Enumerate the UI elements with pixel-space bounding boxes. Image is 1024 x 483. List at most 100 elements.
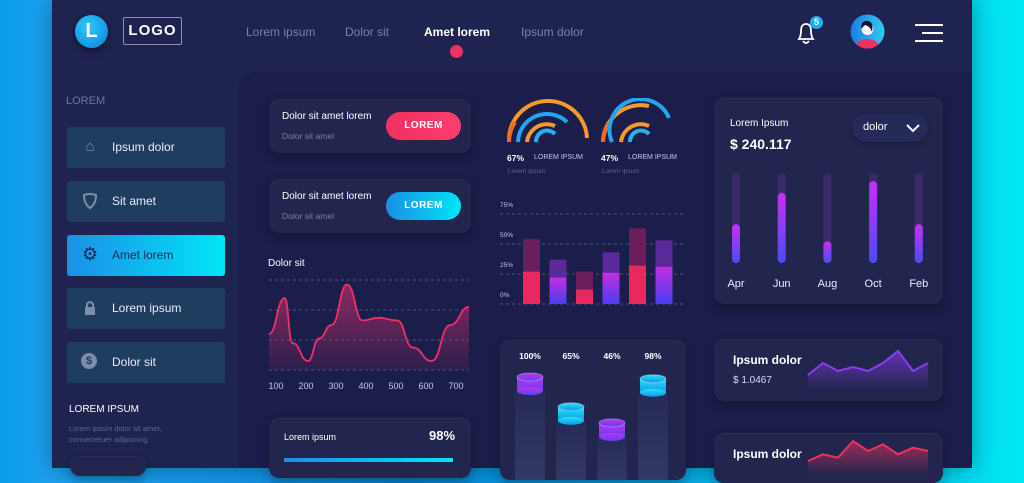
stat-title: Ipsum dolor xyxy=(733,353,802,367)
cylinder-bottom xyxy=(599,432,625,441)
stat-title: Ipsum dolor xyxy=(733,447,802,461)
promo-title: LOREM IPSUM xyxy=(69,404,140,415)
bar-fill xyxy=(823,241,832,263)
cylinder-card: 100% 65% 46% 98% xyxy=(500,340,686,480)
bar-lower xyxy=(629,265,646,304)
sidebar-item-ipsum-dolor[interactable]: ⌂ Ipsum dolor xyxy=(67,127,225,168)
promo-text: consectetuer adipiscing xyxy=(69,435,148,444)
cylinder-label: 46% xyxy=(603,351,620,361)
gauge-label: LOREM IPSUM xyxy=(628,154,678,161)
gauge-arc-1 xyxy=(506,99,589,143)
progress-card: Lorem ipsum 98% xyxy=(269,418,471,478)
dropdown-value: dolor xyxy=(863,121,888,133)
home-icon: ⌂ xyxy=(85,138,95,155)
cylinder-top xyxy=(639,374,667,384)
progress-label: Lorem ipsum xyxy=(284,432,337,442)
active-nav-indicator xyxy=(450,45,463,58)
cylinder-body xyxy=(558,406,584,421)
bar-lower xyxy=(523,271,540,304)
progress-fill xyxy=(284,458,453,462)
notification-badge: 5 xyxy=(810,16,823,29)
progress-track xyxy=(284,458,456,462)
promo-button[interactable] xyxy=(70,456,146,476)
menu-icon[interactable] xyxy=(913,22,945,44)
sidebar-item-label: Dolor sit xyxy=(112,355,157,369)
area-fill xyxy=(269,284,469,370)
logo: LOGO xyxy=(123,17,182,45)
period-dropdown[interactable]: dolor xyxy=(852,114,928,142)
sidebar-item-dolor-sit[interactable]: $ Dolor sit xyxy=(67,342,225,383)
x-tick-label: 400 xyxy=(358,381,373,391)
x-tick-label: Apr xyxy=(727,278,744,290)
bar-fill xyxy=(732,224,740,263)
x-tick-label: 200 xyxy=(298,381,313,391)
sidebar-item-amet-lorem[interactable]: ⚙ Amet lorem xyxy=(67,235,225,276)
cylinder-chart: 100% 65% 46% 98% xyxy=(515,351,668,480)
monthly-bar-chart: Apr Jun Aug Oct Feb xyxy=(727,173,928,290)
y-tick-label: 25% xyxy=(500,262,513,269)
bar-fill xyxy=(914,224,923,263)
sidebar-item-label: Lorem ipsum xyxy=(112,301,182,315)
gauge-percent: 67% xyxy=(507,153,525,163)
area-chart-title: Dolor sit xyxy=(268,258,305,269)
card-subtitle: Dolor sit amet xyxy=(282,211,335,221)
sidebar-item-label: Amet lorem xyxy=(112,248,174,262)
bar-fill xyxy=(777,192,786,263)
lorem-button[interactable]: LOREM xyxy=(386,192,461,220)
stacked-bar-chart: 75% 50% 25% 0% xyxy=(500,202,684,305)
cylinder-body xyxy=(517,377,543,391)
cylinder-body xyxy=(640,378,666,393)
nav-ipsum-dolor[interactable]: Ipsum dolor xyxy=(521,25,584,39)
gauge-sub: Lorem ipsum xyxy=(602,168,640,175)
monthly-value: $ 240.117 xyxy=(730,136,792,152)
card-subtitle: Dolor sit amet xyxy=(282,131,335,141)
logo-badge: L xyxy=(75,15,108,48)
sparkline-chart xyxy=(807,439,929,475)
lorem-button[interactable]: LOREM xyxy=(386,112,461,140)
sidebar-item-sit-amet[interactable]: Sit amet xyxy=(67,181,225,222)
gauge-sub: Lorem ipsum xyxy=(508,168,546,175)
area-chart: 100 200 300 400 500 600 700 xyxy=(268,279,470,391)
x-tick-label: 500 xyxy=(388,381,403,391)
bell-icon[interactable] xyxy=(793,19,819,47)
cylinder-body xyxy=(599,422,625,437)
shield-icon xyxy=(82,193,98,210)
cylinder-base xyxy=(556,418,586,480)
sidebar-item-label: Sit amet xyxy=(112,194,157,208)
progress-value: 98% xyxy=(429,428,456,443)
cylinder-base xyxy=(597,434,627,480)
y-tick-label: 0% xyxy=(500,292,510,299)
cylinder-bottom xyxy=(640,388,666,397)
sidebar-heading: LOREM xyxy=(66,95,106,107)
sidebar-item-label: Ipsum dolor xyxy=(112,140,175,154)
avatar[interactable] xyxy=(850,14,885,49)
x-tick-label: 300 xyxy=(328,381,343,391)
y-tick-label: 75% xyxy=(500,202,513,209)
lock-icon xyxy=(85,301,95,315)
x-tick-label: 600 xyxy=(418,381,433,391)
gauge-arc-2 xyxy=(601,98,671,143)
cylinder-base xyxy=(638,390,668,480)
cylinder-label: 65% xyxy=(562,351,579,361)
cylinder-label: 98% xyxy=(644,351,661,361)
sidebar-item-lorem-ipsum[interactable]: Lorem ipsum xyxy=(67,288,225,329)
bar-fill xyxy=(869,181,878,263)
cylinder-bottom xyxy=(558,416,584,425)
cylinder-bottom xyxy=(517,387,543,395)
area-line xyxy=(268,283,470,362)
gauge-label: LOREM IPSUM xyxy=(534,154,584,161)
x-tick-label: Jun xyxy=(773,278,791,290)
x-tick-label: 700 xyxy=(448,381,463,391)
sparkline-line xyxy=(807,349,929,376)
bar-lower xyxy=(602,272,620,304)
action-card: Dolor sit amet lorem Dolor sit amet LORE… xyxy=(269,179,471,233)
nav-amet-lorem[interactable]: Amet lorem xyxy=(424,25,491,39)
bar-lower xyxy=(576,289,593,304)
bar-lower xyxy=(655,266,673,304)
gear-icon: ⚙ xyxy=(81,244,99,264)
x-tick-label: Feb xyxy=(909,278,928,290)
nav-dolor-sit[interactable]: Dolor sit xyxy=(345,25,390,39)
cylinder-base xyxy=(515,389,545,480)
sparkline-chart xyxy=(807,349,929,391)
nav-lorem-ipsum[interactable]: Lorem ipsum xyxy=(246,25,316,39)
